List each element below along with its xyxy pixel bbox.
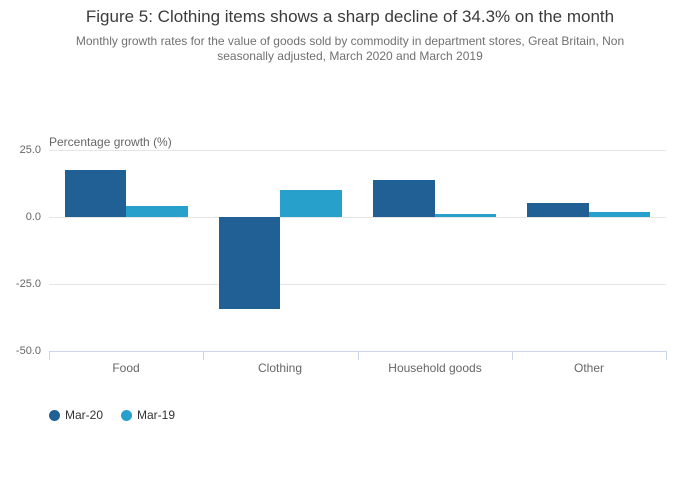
bar-mar-20-household-goods[interactable] bbox=[373, 180, 435, 217]
bar-mar-19-food[interactable] bbox=[126, 205, 188, 217]
legend-item-mar-19[interactable]: Mar-19 bbox=[121, 408, 175, 422]
bar-mar-19-other[interactable] bbox=[588, 211, 651, 217]
chart-subtitle-line1: Monthly growth rates for the value of go… bbox=[75, 34, 625, 48]
y-tick-label-25.0: 25.0 bbox=[19, 144, 41, 156]
legend: Mar-20 Mar-19 bbox=[49, 408, 175, 422]
x-category-label-household-goods: Household goods bbox=[388, 361, 482, 375]
x-axis-tick bbox=[512, 351, 513, 360]
legend-marker-mar-19-icon bbox=[121, 409, 133, 421]
y-tick-label-0.0: 0.0 bbox=[25, 211, 41, 223]
x-category-label-clothing: Clothing bbox=[257, 361, 303, 375]
x-axis-tick bbox=[49, 351, 50, 360]
chart-title: Figure 5: Clothing items shows a sharp d… bbox=[85, 7, 615, 26]
y-tick-label--50.0: -50.0 bbox=[15, 345, 41, 357]
gridline-25.0 bbox=[49, 150, 666, 151]
legend-label-mar-20: Mar-20 bbox=[65, 408, 104, 422]
chart-subtitle-line2: seasonally adjusted, March 2020 and Marc… bbox=[217, 49, 483, 63]
y-tick-label--25.0: -25.0 bbox=[15, 278, 41, 290]
bar-mar-20-other[interactable] bbox=[527, 203, 589, 217]
gridline-0.0 bbox=[49, 217, 666, 218]
x-axis-tick bbox=[358, 351, 359, 360]
bar-mar-19-household-goods[interactable] bbox=[434, 213, 497, 217]
legend-marker-mar-20-icon bbox=[49, 409, 60, 421]
bar-mar-19-clothing[interactable] bbox=[280, 189, 342, 217]
legend-label-mar-19: Mar-19 bbox=[137, 408, 176, 422]
x-category-label-food: Food bbox=[112, 361, 140, 375]
bar-mar-20-food[interactable] bbox=[64, 170, 127, 217]
x-axis-tick bbox=[666, 351, 667, 360]
x-category-label-other: Other bbox=[573, 361, 604, 375]
bar-mar-20-clothing[interactable] bbox=[218, 217, 281, 309]
chart-subtitle: Monthly growth rates for the value of go… bbox=[0, 34, 700, 64]
y-axis-title: Percentage growth (%) bbox=[49, 135, 172, 149]
x-axis-tick bbox=[203, 351, 204, 360]
legend-item-mar-20[interactable]: Mar-20 bbox=[49, 408, 103, 422]
gridline--25.0 bbox=[49, 284, 666, 285]
